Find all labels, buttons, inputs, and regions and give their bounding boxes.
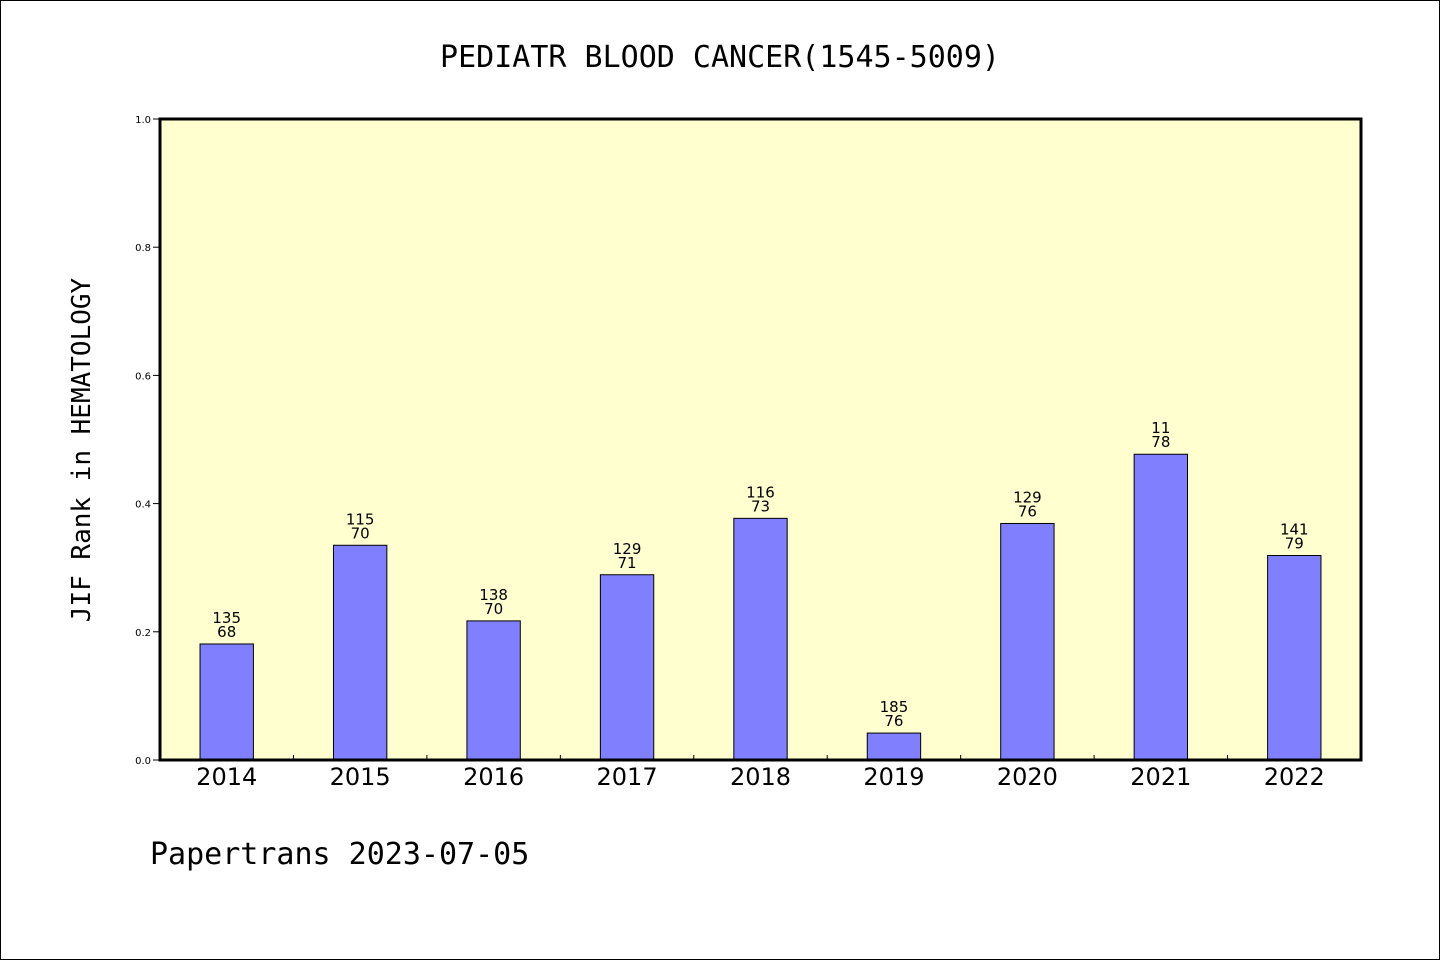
bar-label-bottom-2021: 78 [1151, 433, 1170, 451]
bars-layer: 1356811570138701297111673185761297611781… [199, 419, 1322, 761]
bar-label-top-2018: 116 [746, 483, 775, 501]
y-tick-label: 0.8 [135, 243, 151, 254]
bar-label-top-2016: 138 [479, 586, 508, 604]
y-tick-label: 1.0 [135, 115, 151, 126]
x-axis-ticks: 2014 2015 2016 2017 2018 2019 2020 2021 2022 [196, 755, 1325, 791]
bar-label-bottom-2015: 70 [351, 524, 370, 542]
y-tick-label: 0.6 [135, 371, 151, 382]
x-tick-label-2020: 2020 [997, 763, 1058, 791]
x-tick-label-2016: 2016 [463, 763, 524, 791]
y-tick-label: 0.4 [135, 500, 151, 511]
bar-label-top-2019: 185 [880, 698, 909, 716]
x-tick-label-2014: 2014 [196, 763, 257, 791]
bar-2021 [1133, 453, 1189, 761]
bar-label-bottom-2014: 68 [217, 623, 236, 641]
bar-label-top-2017: 129 [613, 540, 642, 558]
y-tick-label: 0.2 [135, 628, 151, 639]
bar-2018 [733, 517, 788, 761]
x-tick-label-2015: 2015 [330, 763, 391, 791]
bar-label-top-2014: 135 [212, 609, 241, 627]
footer-text: Papertrans 2023-07-05 [150, 837, 529, 872]
bar-label-bottom-2019: 76 [884, 712, 903, 730]
bar-2016 [466, 620, 521, 761]
bar-label-top-2020: 129 [1013, 488, 1042, 506]
bar-label-top-2015: 115 [346, 510, 375, 528]
y-tick-label: 0.0 [135, 756, 151, 767]
plot-frame [158, 117, 1363, 762]
bar-label-bottom-2022: 79 [1285, 535, 1304, 553]
bar-2017 [599, 574, 655, 761]
bar-label-bottom-2020: 76 [1018, 502, 1037, 520]
y-axis-label: JIF Rank in HEMATOLOGY [67, 277, 97, 622]
x-tick-label-2017: 2017 [597, 763, 658, 791]
bar-2015 [332, 544, 388, 761]
bar-label-bottom-2018: 73 [751, 497, 770, 515]
chart-title: PEDIATR BLOOD CANCER(1545-5009) [440, 40, 1000, 75]
bar-label-top-2021: 11 [1151, 419, 1170, 437]
bar-label-bottom-2016: 70 [484, 600, 503, 618]
x-tick-label-2018: 2018 [730, 763, 791, 791]
bar-2022 [1267, 555, 1322, 761]
x-tick-label-2021: 2021 [1130, 763, 1191, 791]
bar-label-top-2022: 141 [1280, 521, 1309, 539]
bar-2014 [199, 643, 254, 761]
bar-label-bottom-2017: 71 [618, 554, 637, 572]
x-tick-label-2019: 2019 [863, 763, 924, 791]
x-tick-label-2022: 2022 [1264, 763, 1325, 791]
bar-2020 [1000, 522, 1055, 761]
bar-2019 [866, 732, 922, 761]
